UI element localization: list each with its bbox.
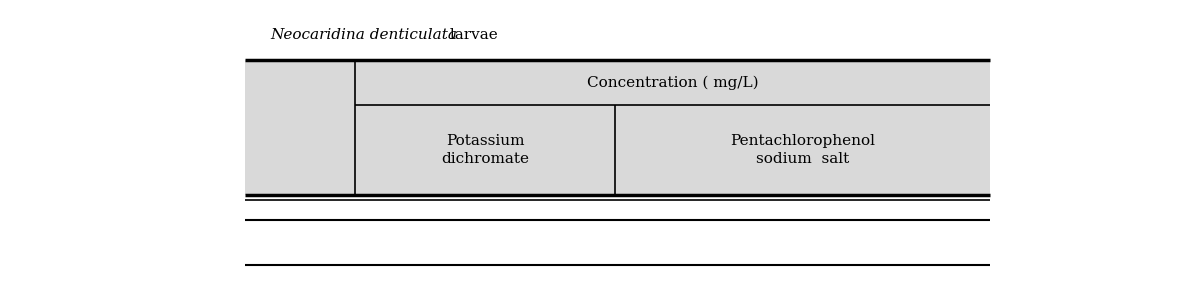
Text: larvae: larvae	[445, 28, 497, 42]
Bar	[245, 60, 990, 195]
Text: Neocaridina denticulata: Neocaridina denticulata	[270, 28, 457, 42]
Text: Concentration ( mg/L): Concentration ( mg/L)	[587, 75, 758, 90]
Text: dichromate: dichromate	[441, 152, 530, 166]
Text: sodium  salt: sodium salt	[756, 152, 850, 166]
Text: Pentachlorophenol: Pentachlorophenol	[729, 134, 875, 148]
Text: Potassium: Potassium	[446, 134, 525, 148]
